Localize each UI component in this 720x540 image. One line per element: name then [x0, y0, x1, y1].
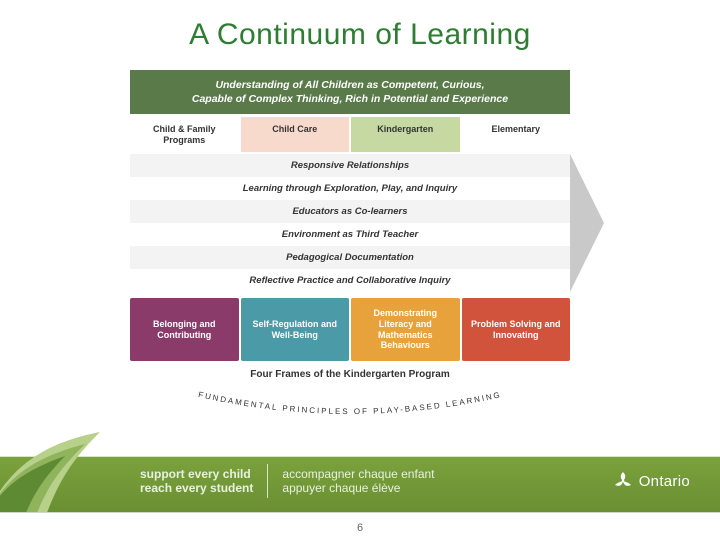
stage-kindergarten: Kindergarten: [351, 117, 460, 152]
tag-en-1: support every child: [140, 467, 253, 481]
tagline-en: support every child reach every student: [140, 467, 253, 495]
band-5: Pedagogical Documentation: [130, 246, 570, 269]
frames-row: Belonging and Contributing Self-Regulati…: [130, 298, 570, 361]
frames-caption: Four Frames of the Kindergarten Program: [130, 369, 570, 380]
understanding-line2: Capable of Complex Thinking, Rich in Pot…: [140, 92, 560, 106]
frame-literacy: Demonstrating Literacy and Mathematics B…: [351, 298, 460, 361]
understanding-line1: Understanding of All Children as Compete…: [140, 78, 560, 92]
frame-selfreg: Self-Regulation and Well-Being: [241, 298, 350, 361]
stage-child-care: Child Care: [241, 117, 350, 152]
slide: A Continuum of Learning Understanding of…: [0, 0, 720, 540]
trillium-icon: [613, 471, 633, 491]
principles-bands: Responsive Relationships Learning throug…: [130, 154, 570, 292]
stage-child-family: Child & Family Programs: [130, 117, 239, 152]
footer-bottom: 6: [0, 512, 720, 540]
slide-title: A Continuum of Learning: [0, 0, 720, 52]
page-number: 6: [357, 522, 363, 534]
band-3: Educators as Co-learners: [130, 200, 570, 223]
stages-row: Child & Family Programs Child Care Kinde…: [130, 117, 570, 152]
understanding-banner: Understanding of All Children as Compete…: [130, 70, 570, 114]
continuum-diagram: Understanding of All Children as Compete…: [130, 70, 570, 424]
svg-text:FUNDAMENTAL PRINCIPLES OF PLAY: FUNDAMENTAL PRINCIPLES OF PLAY-BASED LEA…: [197, 390, 502, 416]
band-2: Learning through Exploration, Play, and …: [130, 177, 570, 200]
band-4: Environment as Third Teacher: [130, 223, 570, 246]
frame-problem: Problem Solving and Innovating: [462, 298, 571, 361]
frame-belonging: Belonging and Contributing: [130, 298, 239, 361]
ontario-logo: Ontario: [613, 471, 690, 491]
principles-arrow: Responsive Relationships Learning throug…: [130, 154, 570, 292]
tag-fr-1: accompagner chaque enfant: [282, 467, 434, 481]
band-1: Responsive Relationships: [130, 154, 570, 177]
tag-en-2: reach every student: [140, 481, 253, 495]
arrow-head-icon: [570, 154, 604, 292]
band-6: Reflective Practice and Collaborative In…: [130, 269, 570, 292]
stage-elementary: Elementary: [462, 117, 571, 152]
tag-fr-2: appuyer chaque élève: [282, 481, 434, 495]
footer-bar: support every child reach every student …: [0, 456, 720, 512]
ontario-wordmark: Ontario: [639, 473, 690, 490]
tagline-separator: [267, 464, 268, 498]
leaf-icon: [0, 422, 110, 518]
tagline-fr: accompagner chaque enfant appuyer chaque…: [282, 467, 434, 495]
taglines: support every child reach every student …: [140, 464, 435, 498]
arc-text: FUNDAMENTAL PRINCIPLES OF PLAY-BASED LEA…: [130, 382, 570, 424]
